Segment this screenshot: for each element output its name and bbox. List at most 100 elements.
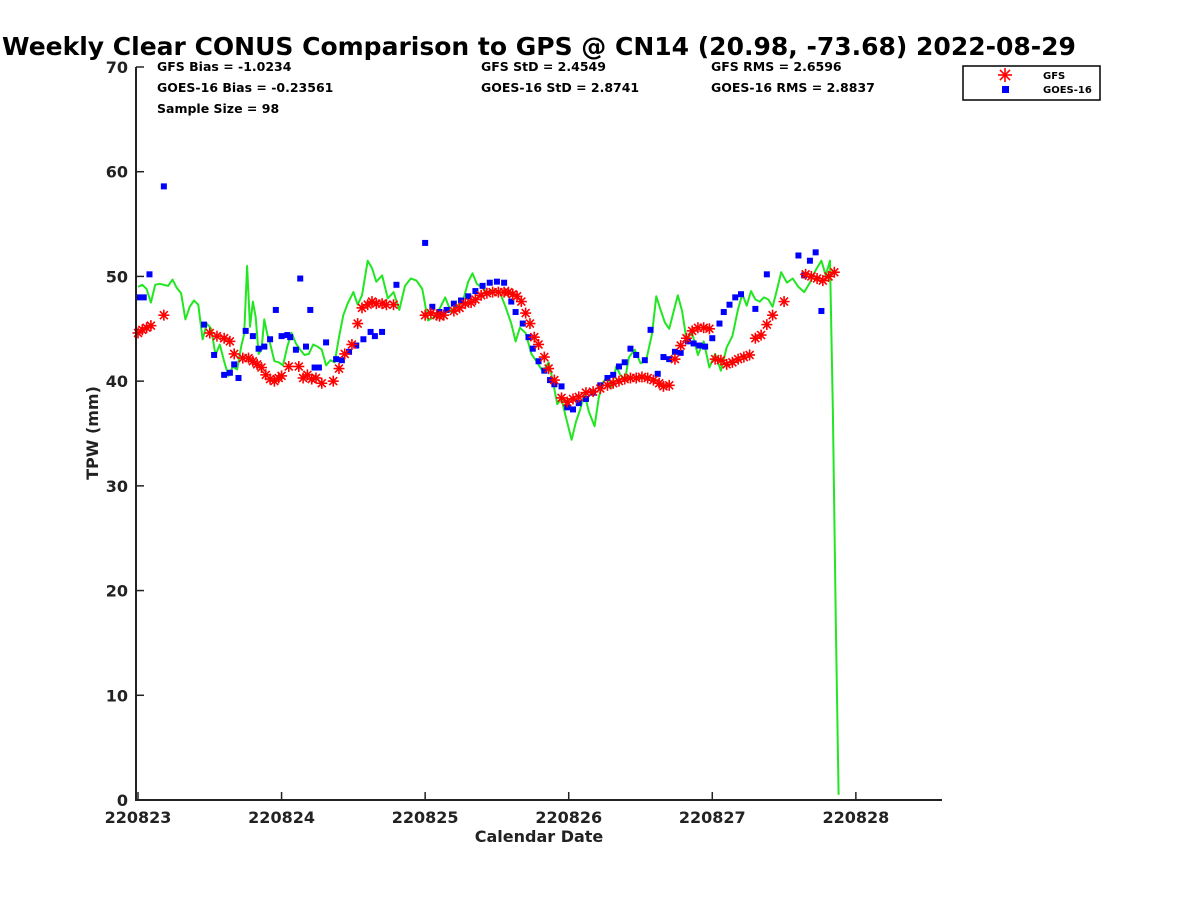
- goes-16-point: [465, 293, 472, 300]
- sample-size-stat: Sample Size = 98: [157, 101, 279, 116]
- gfs-point: [283, 360, 295, 372]
- goes-16-point: [763, 271, 770, 278]
- goes-16-point: [261, 343, 268, 350]
- x-axis-ticks: 220823 220824 220825 220826 220827 220828: [105, 792, 889, 827]
- goes-16-point: [709, 335, 716, 342]
- goes-16-point: [255, 345, 262, 352]
- gfs-point: [528, 331, 540, 343]
- gfs-point: [703, 323, 715, 335]
- gfs-point: [744, 349, 756, 361]
- goes-16-point: [311, 364, 318, 371]
- gfs-point: [761, 319, 773, 331]
- goes-16-point: [508, 298, 515, 305]
- goes-16-point: [647, 326, 654, 333]
- gfs-point: [211, 330, 223, 342]
- x-tick-label: 220827: [679, 808, 746, 827]
- gfs-point: [755, 329, 767, 341]
- goes-16-point: [201, 321, 208, 328]
- goes-16-point: [812, 249, 819, 256]
- goes-16-point: [297, 275, 304, 282]
- y-tick-label: 0: [117, 791, 128, 810]
- goes-16-point: [367, 328, 374, 335]
- goes-16-point: [346, 348, 353, 355]
- goes-16-point: [615, 363, 622, 370]
- goes-16-point: [458, 297, 465, 304]
- goes-16-point: [379, 328, 386, 335]
- legend-gfs-asterisk-mark: [998, 68, 1012, 82]
- goes-16-point: [353, 342, 360, 349]
- goes-16-point: [702, 343, 709, 350]
- gfs-point: [778, 296, 790, 308]
- gfs-point: [388, 299, 400, 311]
- gfs-point: [543, 363, 555, 375]
- goes-16-point: [360, 336, 367, 343]
- goes-rms-stat: GOES-16 RMS = 2.8837: [711, 80, 875, 95]
- gfs-point: [352, 318, 364, 330]
- gps-series-line: [137, 259, 840, 795]
- y-tick-label: 10: [106, 686, 128, 705]
- gfs-point: [339, 348, 351, 360]
- goes-16-point: [716, 320, 723, 327]
- gfs-point: [580, 387, 592, 399]
- goes-16-point: [641, 357, 648, 364]
- gfs-point: [817, 275, 829, 287]
- y-tick-label: 40: [106, 372, 128, 391]
- goes-16-point: [472, 288, 479, 295]
- gfs-point: [663, 379, 675, 391]
- goes-16-point: [393, 281, 400, 288]
- gfs-point: [438, 309, 450, 321]
- chart-title: Weekly Clear CONUS Comparison to GPS @ C…: [2, 32, 1076, 61]
- goes-16-point: [450, 300, 457, 307]
- goes-16-point: [146, 271, 153, 278]
- gfs-point: [327, 375, 339, 387]
- goes-16-point: [479, 282, 486, 289]
- goes-16-point: [486, 279, 493, 286]
- y-axis-ticks: 0 10 20 30 40 50 60 70: [106, 58, 144, 810]
- goes-16-point: [806, 257, 813, 264]
- gfs-point: [767, 309, 779, 321]
- gfs-point: [538, 351, 550, 363]
- goes-16-point: [696, 342, 703, 349]
- goes-16-point: [677, 349, 684, 356]
- y-tick-label: 20: [106, 582, 128, 601]
- goes-16-point: [660, 354, 667, 361]
- goes-16-point: [732, 294, 739, 301]
- goes-16-point: [818, 307, 825, 314]
- gfs-point: [158, 309, 170, 321]
- goes-16-point: [582, 395, 589, 402]
- gfs-point: [293, 360, 305, 372]
- goes-16-point: [287, 334, 294, 341]
- goes-16-point: [135, 294, 141, 301]
- gfs-point: [333, 363, 345, 375]
- goes-16-point: [160, 183, 167, 190]
- goes-16-point: [633, 351, 640, 358]
- gfs-point: [145, 320, 157, 332]
- gfs-point: [454, 302, 466, 314]
- gfs-point: [669, 353, 681, 365]
- goes-16-point: [575, 400, 582, 407]
- goes-16-point: [795, 252, 802, 259]
- gfs-rms-stat: GFS RMS = 2.6596: [711, 59, 842, 74]
- goes-16-point: [371, 333, 378, 340]
- goes-16-point: [315, 364, 322, 371]
- y-tick-label: 60: [106, 163, 128, 182]
- goes-16-point: [621, 359, 628, 366]
- goes-16-point: [292, 346, 299, 353]
- goes-16-point: [443, 306, 450, 313]
- goes-16-point: [666, 356, 673, 363]
- goes-16-point: [501, 279, 508, 286]
- gfs-point: [469, 293, 481, 305]
- goes-16-point: [512, 309, 519, 316]
- goes-16-point: [422, 239, 429, 246]
- goes-16-point: [535, 358, 542, 365]
- legend: GFS GOES-16: [962, 65, 1101, 101]
- goes-16-point: [211, 351, 218, 358]
- goes-16-point: [720, 309, 727, 316]
- goes-16-point: [726, 301, 733, 308]
- goes-std-stat: GOES-16 StD = 2.8741: [481, 80, 639, 95]
- gfs-point: [276, 370, 288, 382]
- legend-gfs-asterisk-icon: [998, 68, 1012, 82]
- gfs-point: [228, 348, 240, 360]
